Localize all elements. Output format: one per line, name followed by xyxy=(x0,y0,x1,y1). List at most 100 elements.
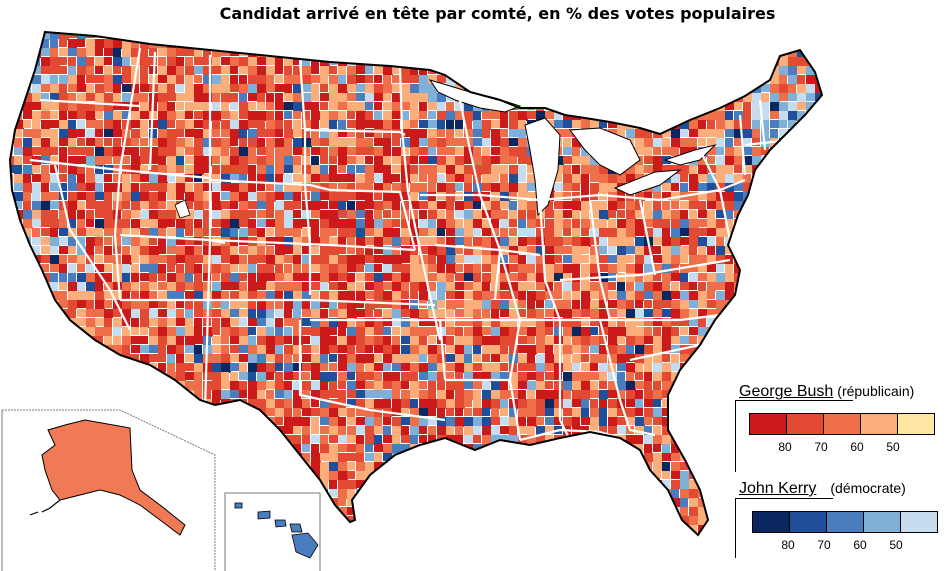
county-cell xyxy=(329,309,338,317)
county-cell xyxy=(320,228,330,238)
county-cell xyxy=(320,32,328,38)
county-cell xyxy=(680,120,689,130)
county-cell xyxy=(707,111,717,120)
county-cell xyxy=(509,174,518,184)
county-cell xyxy=(401,219,409,228)
county-cell xyxy=(671,138,680,148)
county-cell xyxy=(554,255,562,263)
county-cell xyxy=(23,183,32,193)
county-cell xyxy=(185,156,194,164)
county-cell xyxy=(329,408,339,418)
county-cell xyxy=(473,381,483,389)
county-cell xyxy=(635,489,643,497)
county-cell xyxy=(509,444,517,453)
county-cell xyxy=(347,111,355,119)
county-cell xyxy=(626,93,635,102)
county-cell xyxy=(590,75,598,84)
county-cell xyxy=(338,183,348,192)
county-cell xyxy=(428,399,437,408)
county-cell xyxy=(509,210,517,220)
county-cell xyxy=(545,273,554,282)
county-cell xyxy=(194,471,203,481)
county-cell xyxy=(41,318,51,328)
county-cell xyxy=(14,372,24,382)
county-cell xyxy=(23,210,32,219)
county-cell xyxy=(77,309,86,317)
county-cell xyxy=(275,156,285,166)
county-cell xyxy=(653,66,661,75)
county-cell xyxy=(68,147,77,155)
county-cell xyxy=(140,282,150,292)
county-cell xyxy=(266,309,274,318)
county-cell xyxy=(401,120,411,129)
county-cell xyxy=(275,408,285,417)
county-cell xyxy=(473,57,481,67)
county-cell xyxy=(608,84,618,92)
county-cell xyxy=(158,471,167,480)
county-cell xyxy=(104,300,112,308)
county-cell xyxy=(302,210,310,219)
county-cell xyxy=(131,255,139,263)
county-cell xyxy=(86,228,95,236)
county-cell xyxy=(248,246,257,255)
county-cell xyxy=(392,129,402,138)
county-cell xyxy=(626,210,636,220)
county-cell xyxy=(770,111,779,119)
county-cell xyxy=(644,363,652,372)
county-cell xyxy=(563,129,572,137)
county-cell xyxy=(59,237,68,245)
county-cell xyxy=(185,165,194,175)
county-cell xyxy=(581,498,590,507)
county-cell xyxy=(239,120,249,130)
county-cell xyxy=(158,273,166,281)
county-cell xyxy=(329,147,339,156)
county-cell xyxy=(122,201,130,209)
county-cell xyxy=(599,336,607,344)
county-cell xyxy=(635,426,644,434)
county-cell xyxy=(743,282,751,290)
county-cell xyxy=(554,345,563,355)
county-cell xyxy=(329,219,338,228)
county-cell xyxy=(725,66,734,76)
county-cell xyxy=(248,444,257,453)
county-cell xyxy=(581,444,589,454)
county-cell xyxy=(113,309,121,317)
county-cell xyxy=(446,48,454,58)
county-cell xyxy=(365,237,375,245)
county-cell xyxy=(653,210,663,220)
county-cell xyxy=(473,489,482,498)
county-cell xyxy=(824,228,832,238)
county-cell xyxy=(239,354,248,362)
county-cell xyxy=(437,345,445,355)
county-cell xyxy=(230,111,238,121)
county-cell xyxy=(707,372,715,380)
county-cell xyxy=(248,300,256,310)
county-cell xyxy=(581,471,589,479)
county-cell xyxy=(311,32,319,40)
county-cell xyxy=(365,327,375,335)
county-cell xyxy=(32,228,40,237)
county-cell xyxy=(608,102,617,112)
county-cell xyxy=(455,210,465,218)
county-cell xyxy=(293,84,303,94)
county-cell xyxy=(545,237,555,246)
county-cell xyxy=(752,291,761,300)
county-cell xyxy=(446,417,455,427)
county-cell xyxy=(491,444,499,452)
county-cell xyxy=(329,318,338,327)
county-cell xyxy=(482,174,492,183)
county-cell xyxy=(590,453,599,461)
county-cell xyxy=(32,399,42,408)
county-cell xyxy=(491,435,501,443)
county-cell xyxy=(347,435,357,443)
county-cell xyxy=(383,282,393,290)
county-cell xyxy=(599,354,607,363)
county-cell xyxy=(644,489,652,497)
county-cell xyxy=(203,264,213,274)
county-cell xyxy=(275,237,285,246)
county-cell xyxy=(707,354,717,364)
county-cell xyxy=(41,120,50,129)
county-cell xyxy=(779,102,789,112)
county-cell xyxy=(626,372,634,381)
county-cell xyxy=(230,273,240,282)
